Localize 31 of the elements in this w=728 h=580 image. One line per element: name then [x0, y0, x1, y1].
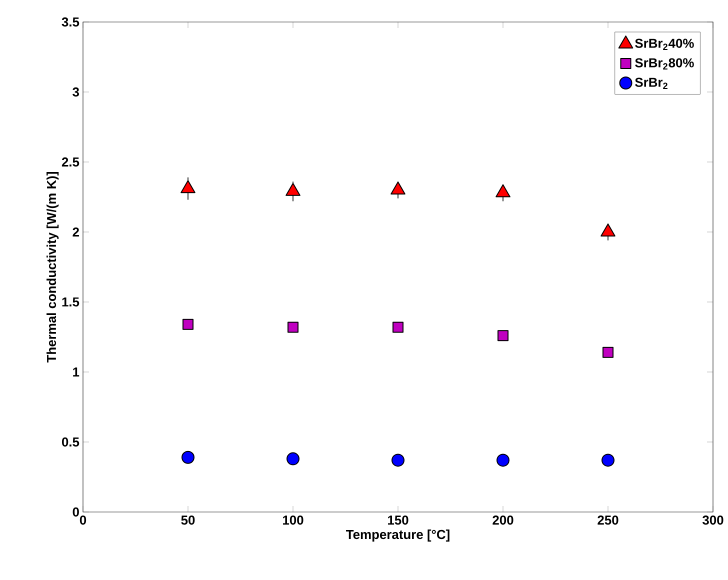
x-tick-label: 0: [80, 516, 86, 525]
point: [496, 454, 510, 467]
x-tick-label: 300: [702, 516, 724, 525]
x-tick-label: 150: [388, 516, 408, 525]
y-tick-label: 3.5: [62, 17, 80, 27]
point: [182, 450, 194, 464]
x-tick-label: 50: [181, 516, 195, 525]
y-tick-label: 1: [73, 368, 80, 376]
y-tick-label: 0.5: [62, 437, 80, 447]
x-tick-label: 100: [283, 516, 304, 525]
x-tick-label: 250: [598, 516, 618, 525]
y-tick-label: 1.5: [62, 297, 80, 307]
point: [180, 180, 196, 194]
point: [182, 318, 194, 330]
y-tick-label: 3: [72, 87, 80, 97]
point: [286, 452, 300, 466]
y-axis-title: Thermal conductivity [W/(m K)]: [46, 172, 59, 363]
point: [602, 454, 615, 467]
y-tick-label: 2.5: [62, 157, 80, 167]
legend-label: SrBr$_{2}$80%: [635, 58, 694, 70]
x-axis-title: Temperature [°C]: [346, 530, 450, 542]
point: [392, 454, 404, 467]
y-tick-label: 2: [72, 227, 79, 237]
legend-label: SrBr$_{2}$: [635, 78, 668, 89]
point: [392, 322, 404, 333]
legend-label: SrBr$_{2}$40%: [635, 38, 694, 50]
y-tick-label: 0: [72, 507, 79, 517]
point: [602, 346, 614, 358]
x-tick-label: 200: [492, 516, 514, 525]
point: [288, 322, 298, 333]
point: [498, 330, 509, 342]
